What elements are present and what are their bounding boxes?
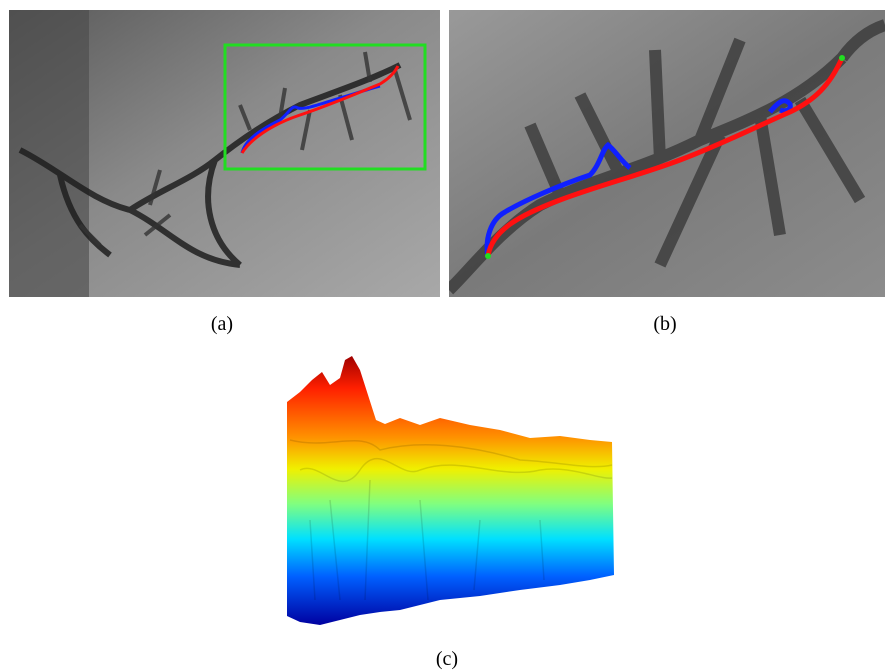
dem-image-a — [9, 10, 440, 297]
caption-c: (c) — [436, 648, 458, 670]
caption-a: (a) — [211, 313, 233, 335]
dem-image-b — [449, 10, 885, 297]
caption-b: (b) — [653, 313, 676, 335]
surface-shading — [289, 439, 613, 601]
surface-plot — [287, 356, 614, 625]
